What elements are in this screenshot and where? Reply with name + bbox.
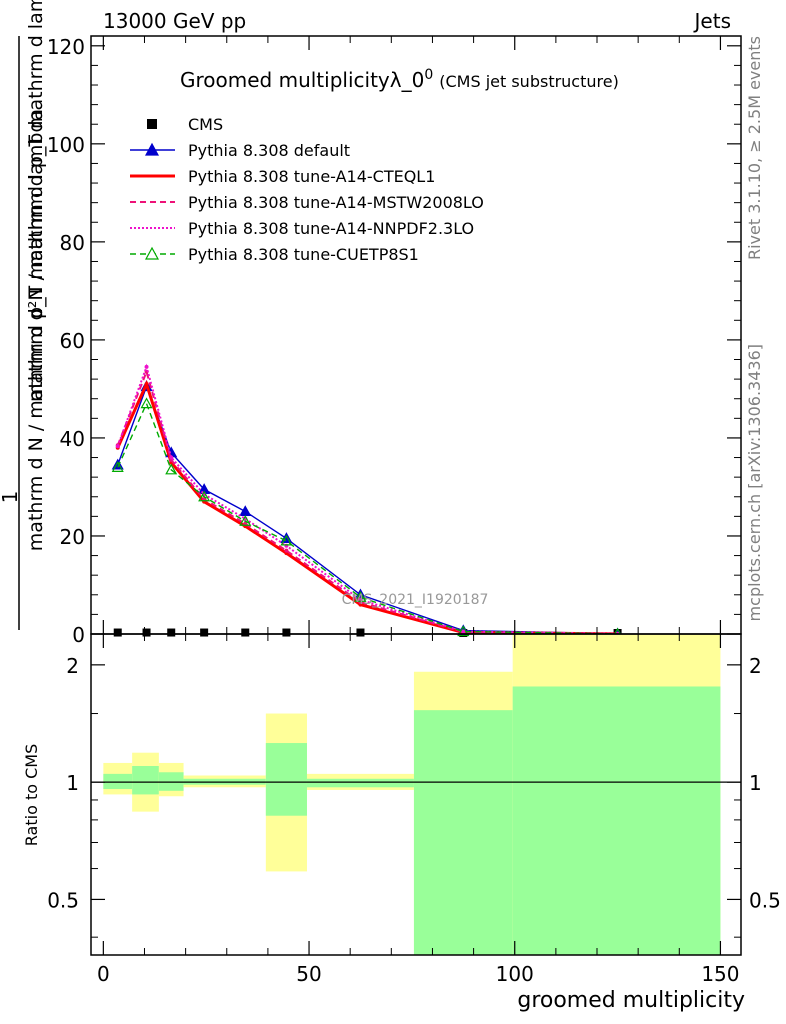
y-axis-label: 1 mathrm d N / mathrm d p_T mathrm d lam… — [0, 0, 47, 630]
cms-point-4 — [241, 628, 250, 637]
x-tick-label-2: 100 — [496, 962, 534, 986]
ratio-y-tick-label-right-2: 2 — [749, 654, 762, 678]
cms-point-2 — [167, 628, 176, 637]
legend: CMS Pythia 8.308 default Pythia 8.308 tune… — [130, 115, 484, 264]
legend-label: Pythia 8.308 tune-A14-MSTW2008LO — [188, 193, 484, 212]
axes: 0 20 40 60 80 100 120 0 50 100 150 0.5 0.5 1 1 2 2 — [47, 35, 781, 986]
x-tick-label-0: 0 — [97, 962, 110, 986]
legend-marker — [144, 246, 160, 260]
ratio-y-tick-label-left-2: 2 — [66, 654, 79, 678]
rivet-label: Rivet 3.1.10, ≥ 2.5M events — [745, 36, 764, 260]
ratio-y-tick-label-right-0: 0.5 — [749, 888, 781, 912]
chart-title: Groomed multiplicityλ_00 (CMS jet substru… — [180, 67, 619, 92]
ratio-y-label: Ratio to CMS — [22, 744, 41, 846]
legend-label: CMS — [188, 115, 223, 134]
cms-point-1 — [142, 628, 151, 637]
ratio-y-tick-label-left-1: 1 — [66, 771, 79, 795]
series-line-5 — [117, 401, 618, 635]
legend-label: Pythia 8.308 tune-A14-NNPDF2.3LO — [188, 219, 474, 238]
series-5-marker-1 — [140, 397, 153, 409]
ratio-inner-band-6 — [413, 710, 513, 955]
x-tick-label-1: 50 — [296, 962, 321, 986]
x-axis-label: groomed multiplicity — [517, 988, 745, 1013]
legend-item-2: Pythia 8.308 tune-A14-CTEQL1 — [130, 167, 435, 186]
series-5-marker-3 — [198, 490, 211, 502]
series-4-marker-0 — [115, 444, 120, 449]
legend-item-0: CMS — [147, 115, 223, 134]
series-4-marker-1 — [144, 364, 149, 369]
cms-point-3 — [200, 628, 209, 637]
series-5-marker-4 — [239, 515, 252, 526]
series-line-4 — [116, 363, 618, 635]
y-label-right: mathrm d²N / mathrm d p_T mathrm d lambd… — [25, 0, 47, 402]
ratio-inner-band-7 — [512, 686, 721, 955]
y-tick-label-3: 60 — [60, 329, 85, 353]
ratio-inner-band-0 — [103, 773, 133, 790]
series-2-marker-1 — [144, 382, 149, 387]
legend-label: Pythia 8.308 default — [188, 141, 350, 160]
x-tick-label-3: 150 — [701, 962, 739, 986]
y-tick-label-5: 100 — [47, 133, 85, 157]
legend-label: Pythia 8.308 tune-CUETP8S1 — [188, 245, 419, 264]
cms-point-0 — [113, 628, 122, 637]
series-5-marker-6 — [354, 591, 367, 602]
series-5 — [111, 397, 624, 639]
series-4-marker-7 — [461, 629, 466, 634]
y-tick-label-1: 20 — [60, 525, 85, 549]
main-plot-area — [111, 363, 624, 639]
cms-point-6 — [356, 628, 365, 637]
header-right: Jets — [693, 9, 731, 33]
series-3-marker-5 — [284, 548, 289, 553]
ratio-frame — [90, 633, 742, 956]
series-5-marker-7 — [457, 625, 470, 637]
legend-item-4: Pythia 8.308 tune-A14-NNPDF2.3LO — [130, 219, 474, 238]
legend-item-1: Pythia 8.308 default — [130, 141, 350, 160]
series-line-3 — [116, 368, 618, 635]
mcplots-label: mcplots.cern.ch [arXiv:1306.3436] — [745, 344, 764, 621]
y-tick-label-4: 80 — [60, 231, 85, 255]
legend-item-5: Pythia 8.308 tune-CUETP8S1 — [130, 245, 419, 264]
y-tick-label-6: 120 — [47, 35, 85, 59]
ratio-inner-band-1 — [132, 766, 159, 795]
legend-label: Pythia 8.308 tune-A14-CTEQL1 — [188, 167, 435, 186]
cms-point-5 — [282, 628, 291, 637]
ratio-inner-band-4 — [265, 743, 307, 816]
y-label-numerator: 1 — [0, 491, 22, 504]
y-label-denominator: mathrm d N / mathrm d p_T mathrm d lambd… — [25, 109, 47, 551]
legend-item-3: Pythia 8.308 tune-A14-MSTW2008LO — [130, 193, 484, 212]
ratio-inner-band-5 — [306, 778, 414, 788]
legend-marker — [144, 142, 160, 156]
series-4-marker-2 — [169, 455, 174, 460]
ratio-y-tick-label-left-0: 0.5 — [47, 888, 79, 912]
series-5-marker-2 — [165, 463, 178, 475]
ratio-plot-area — [91, 634, 741, 955]
y-tick-label-2: 40 — [60, 427, 85, 451]
series-5-marker-5 — [280, 534, 293, 546]
series-1-marker-4 — [239, 505, 252, 517]
y-tick-label-0: 0 — [72, 623, 85, 647]
header-left: 13000 GeV pp — [103, 9, 246, 33]
legend-swatch — [147, 119, 157, 129]
series-5-marker-0 — [111, 461, 124, 472]
analysis-watermark: CMS_2021_I1920187 — [342, 592, 489, 608]
ratio-y-tick-label-right-1: 1 — [749, 771, 762, 795]
